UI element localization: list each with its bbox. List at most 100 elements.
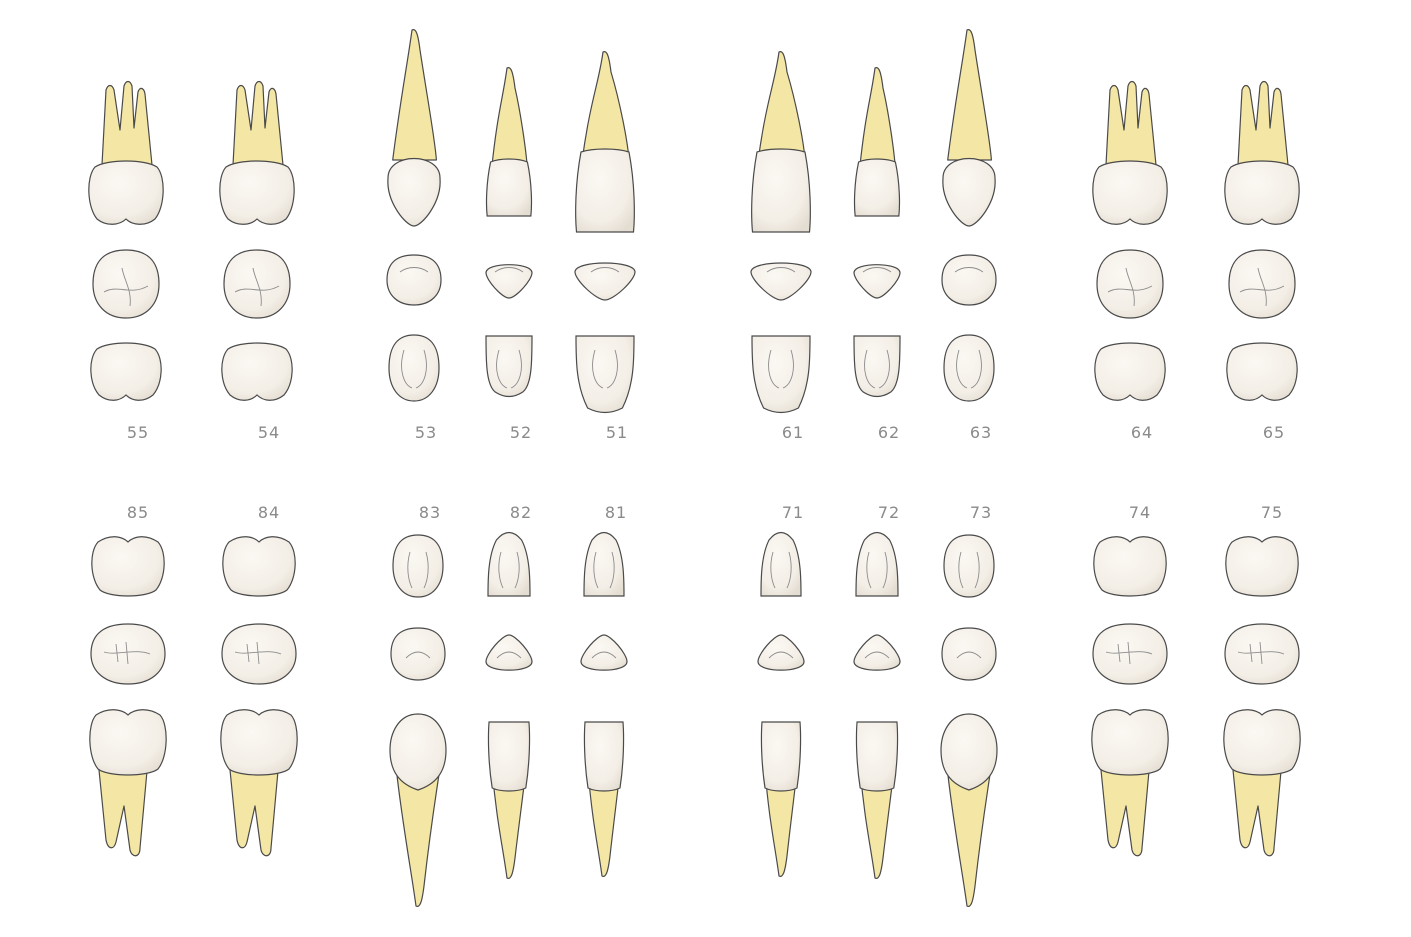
root-shape [946, 769, 992, 907]
tooth-74: 74 [1091, 503, 1169, 857]
tooth-number-label: 83 [419, 503, 441, 522]
crown-lingual [751, 335, 811, 414]
crown-buccal [220, 709, 298, 776]
crown-buccal [1091, 709, 1169, 776]
tooth-number-label: 54 [258, 423, 280, 442]
crown-buccal [89, 709, 167, 776]
tooth-number-label: 62 [878, 423, 900, 442]
tooth-81: 81 [580, 503, 628, 877]
crown-occlusal [1096, 249, 1164, 319]
crown-lingual [583, 531, 625, 597]
crown-buccal [88, 160, 164, 225]
crown-occlusal [1224, 623, 1300, 685]
crown-incisal [853, 264, 901, 299]
tooth-84: 84 [220, 503, 298, 857]
crown-occlusal [223, 249, 291, 319]
crown-buccal [219, 160, 295, 225]
crown-incisal [485, 264, 533, 299]
root-shape [587, 769, 621, 877]
root-shape [858, 67, 896, 171]
tooth-number-label: 55 [127, 423, 149, 442]
root-shape [97, 759, 149, 857]
crown-incisal [853, 634, 901, 671]
root-shape [1237, 80, 1289, 166]
tooth-65: 65 [1224, 80, 1300, 442]
tooth-62: 62 [853, 67, 901, 442]
crown-lingual [760, 531, 802, 597]
crown-lingual [1225, 536, 1299, 597]
crown-lingual [221, 342, 293, 401]
crown-incisal [750, 262, 812, 301]
crown-buccal [1223, 709, 1301, 776]
root-shape [1099, 759, 1151, 857]
root-shape [764, 769, 798, 877]
tooth-number-label: 81 [605, 503, 627, 522]
crown-occlusal [92, 249, 160, 319]
root-shape [1231, 759, 1283, 857]
crown-incisal [485, 634, 533, 671]
crown-labial [387, 158, 441, 227]
crown-lingual [388, 334, 440, 402]
root-shape [490, 67, 528, 171]
crown-lingual [1093, 536, 1167, 597]
root-shape [859, 769, 895, 879]
crown-buccal [1092, 160, 1168, 225]
tooth-75: 75 [1223, 503, 1301, 857]
root-shape [1105, 80, 1157, 166]
tooth-73: 73 [940, 503, 998, 907]
tooth-number-label: 64 [1131, 423, 1153, 442]
crown-labial [760, 721, 802, 792]
crown-lingual [222, 536, 296, 597]
crown-lingual [855, 531, 899, 597]
tooth-number-label: 71 [782, 503, 804, 522]
crown-labial [940, 713, 998, 791]
crown-labial [487, 721, 531, 792]
tooth-72: 72 [853, 503, 901, 879]
crown-incisal [757, 634, 805, 671]
crown-occlusal [1228, 249, 1296, 319]
tooth-number-label: 61 [782, 423, 804, 442]
crown-incisal [574, 262, 636, 301]
crown-lingual [943, 334, 995, 402]
crown-incisal [580, 634, 628, 671]
root-shape [392, 29, 437, 161]
tooth-number-label: 75 [1261, 503, 1283, 522]
tooth-61: 61 [750, 51, 812, 442]
root-shape [101, 80, 153, 166]
root-shape [395, 769, 441, 907]
crown-lingual [90, 342, 162, 401]
crown-incisal [390, 627, 446, 681]
tooth-number-label: 52 [510, 423, 532, 442]
crown-lingual [91, 536, 165, 597]
crown-incisal [941, 254, 997, 306]
root-shape [581, 51, 630, 161]
tooth-85: 85 [89, 503, 167, 857]
tooth-71: 71 [757, 503, 805, 877]
tooth-number-label: 63 [970, 423, 992, 442]
tooth-number-label: 82 [510, 503, 532, 522]
tooth-number-label: 65 [1263, 423, 1285, 442]
crown-labial [853, 158, 901, 217]
tooth-55: 55 [88, 80, 164, 442]
crown-incisal [941, 627, 997, 681]
crown-lingual [853, 335, 901, 398]
tooth-number-label: 51 [606, 423, 628, 442]
tooth-63: 63 [941, 29, 997, 442]
crown-lingual [487, 531, 531, 597]
crown-lingual [575, 335, 635, 414]
tooth-54: 54 [219, 80, 295, 442]
root-shape [491, 769, 527, 879]
crown-labial [485, 158, 533, 217]
root-shape [947, 29, 992, 161]
tooth-83: 83 [389, 503, 447, 907]
root-shape [757, 51, 806, 161]
tooth-number-label: 53 [415, 423, 437, 442]
tooth-53: 53 [386, 29, 442, 442]
crown-incisal [386, 254, 442, 306]
crown-occlusal [221, 623, 297, 685]
tooth-number-label: 85 [127, 503, 149, 522]
crown-lingual [485, 335, 533, 398]
tooth-number-label: 72 [878, 503, 900, 522]
tooth-51: 51 [574, 51, 636, 442]
